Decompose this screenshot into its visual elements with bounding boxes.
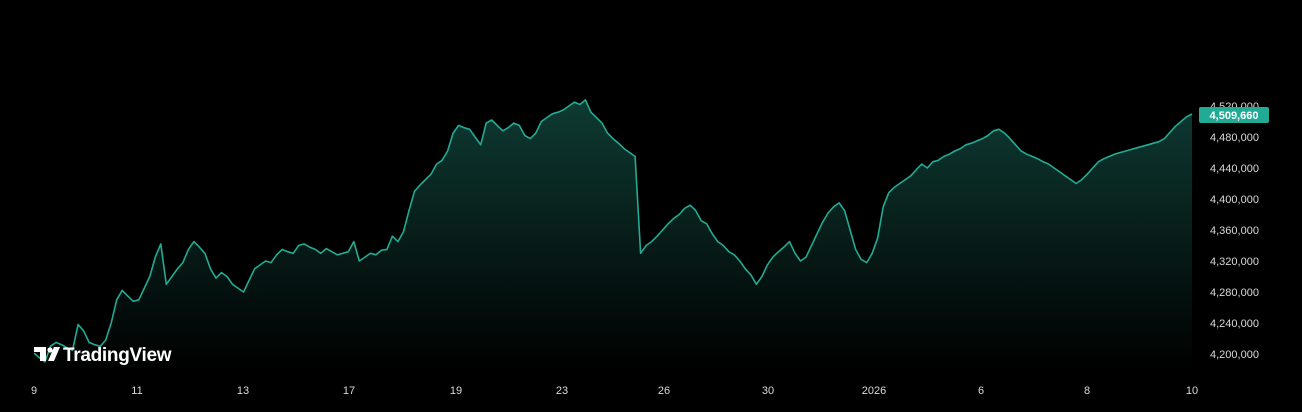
x-axis[interactable]: 9 11 13 17 19 23 26 30 2026 6 8 10 bbox=[31, 385, 1198, 397]
y-tick-label: 4,320,000 bbox=[1210, 256, 1259, 268]
x-tick-label: 19 bbox=[450, 385, 462, 397]
x-tick-label: 17 bbox=[343, 385, 355, 397]
y-tick-label: 4,360,000 bbox=[1210, 225, 1259, 237]
y-tick-label: 4,280,000 bbox=[1210, 287, 1259, 299]
x-tick-label: 10 bbox=[1186, 385, 1198, 397]
y-tick-label: 4,200,000 bbox=[1210, 349, 1259, 361]
last-price-badge-bg bbox=[1199, 107, 1269, 123]
last-price-value: 4,509,660 bbox=[1210, 110, 1259, 122]
last-price-badge: 4,509,660 bbox=[1199, 107, 1269, 123]
x-tick-label: 11 bbox=[131, 385, 142, 397]
y-axis[interactable]: 4,520,0004,480,0004,440,0004,400,0004,36… bbox=[1210, 101, 1259, 361]
y-tick-label: 4,480,000 bbox=[1210, 132, 1259, 144]
x-tick-label: 2026 bbox=[862, 385, 886, 397]
y-tick-label: 4,400,000 bbox=[1210, 194, 1259, 206]
y-tick-label: 4,440,000 bbox=[1210, 163, 1259, 175]
x-tick-label: 13 bbox=[237, 385, 249, 397]
x-tick-label: 6 bbox=[978, 385, 984, 397]
tradingview-wordmark: TradingView bbox=[63, 345, 172, 366]
x-tick-label: 9 bbox=[31, 385, 37, 397]
plot-area bbox=[33, 99, 1193, 371]
x-tick-label: 26 bbox=[658, 385, 670, 397]
x-tick-label: 23 bbox=[556, 385, 568, 397]
price-line-series[interactable] bbox=[33, 99, 1193, 363]
y-tick-label: 4,240,000 bbox=[1210, 318, 1259, 330]
x-tick-label: 8 bbox=[1084, 385, 1090, 397]
tradingview-logo-icon bbox=[34, 347, 60, 361]
x-tick-label: 30 bbox=[762, 385, 774, 397]
price-area-fill bbox=[34, 99, 1192, 371]
tradingview-watermark[interactable]: TradingView bbox=[34, 345, 172, 366]
